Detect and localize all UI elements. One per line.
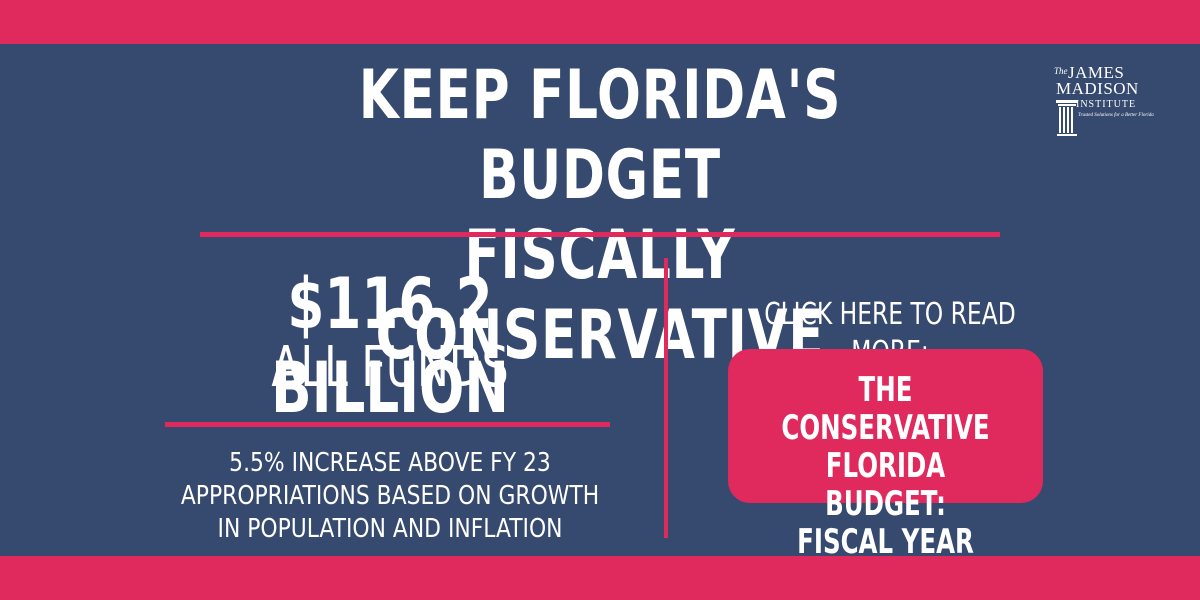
cta-line-2: FLORIDA BUDGET: — [825, 446, 946, 524]
bottom-accent-band — [0, 556, 1200, 600]
increase-detail: 5.5% INCREASE ABOVE FY 23 APPROPRIATIONS… — [163, 447, 617, 546]
headline-line-1: KEEP FLORIDA'S BUDGET — [358, 56, 842, 215]
detail-line-2: APPROPRIATIONS BASED ON GROWTH — [180, 481, 600, 511]
headline: KEEP FLORIDA'S BUDGET FISCALLY CONSERVAT… — [250, 56, 949, 376]
detail-line-1: 5.5% INCREASE ABOVE FY 23 — [229, 448, 551, 478]
column-pillar-icon — [1056, 100, 1078, 136]
logo-tagline: Trusted Solutions for a Better Florida — [1078, 113, 1154, 118]
headline-underline — [200, 232, 1000, 237]
budget-amount: $116.2 BILLION — [271, 263, 509, 429]
logo-institute-text: INSTITUTE — [1076, 99, 1137, 110]
amount-underline — [165, 422, 610, 427]
budget-amount-subtitle: ALL FUNDS — [271, 335, 509, 400]
logo-james-text: JAMES — [1068, 63, 1125, 82]
read-budget-report-button[interactable]: THE CONSERVATIVE FLORIDA BUDGET: FISCAL … — [728, 349, 1043, 599]
detail-line-3: IN POPULATION AND INFLATION — [217, 514, 563, 544]
logo-madison-text: MADISON — [1056, 79, 1139, 98]
cta-line-1: THE CONSERVATIVE — [781, 370, 990, 448]
logo-the-text: The — [1054, 66, 1068, 76]
top-accent-band — [0, 0, 1200, 44]
vertical-divider — [664, 258, 668, 538]
james-madison-institute-logo[interactable]: The JAMES MADISON INSTITUTE Trusted Solu… — [1052, 63, 1154, 150]
